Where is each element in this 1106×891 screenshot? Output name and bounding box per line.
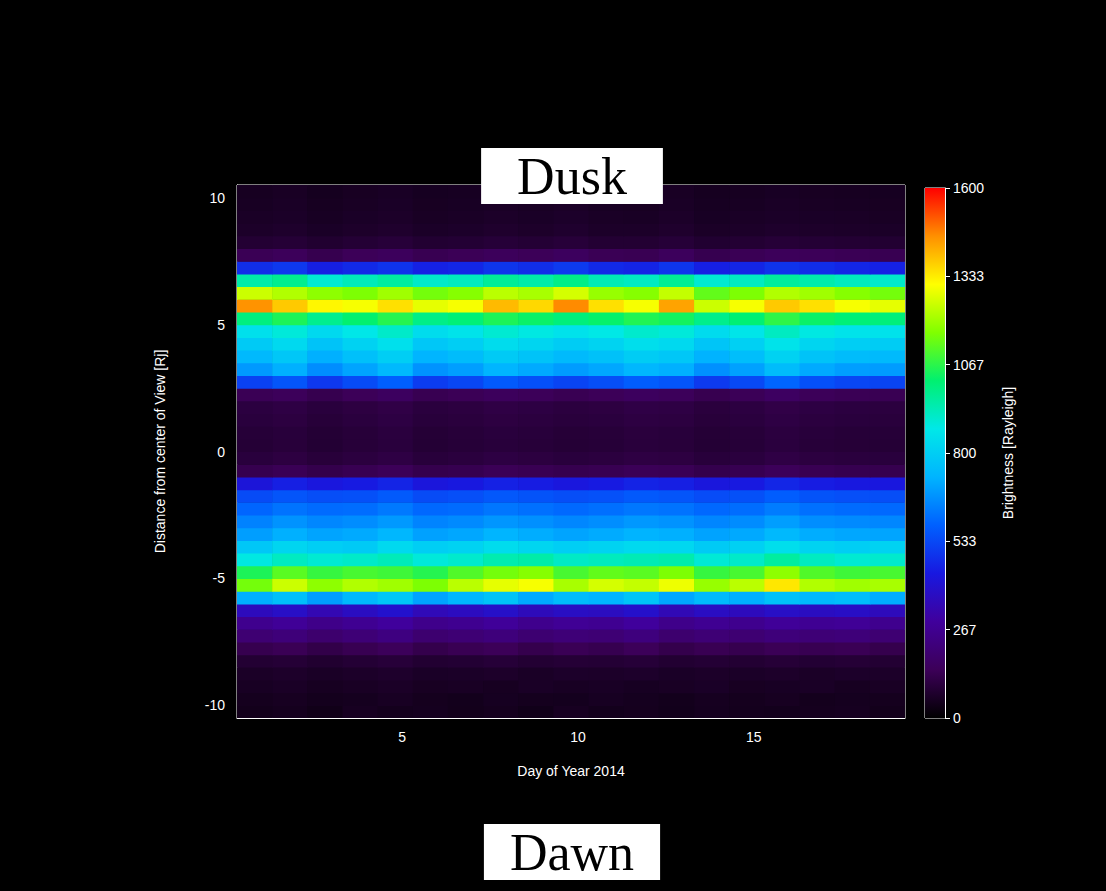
svg-text:-5: -5 — [213, 570, 226, 586]
svg-text:5: 5 — [217, 317, 225, 333]
svg-text:Dawn: Dawn — [510, 824, 634, 881]
svg-text:1600: 1600 — [953, 180, 984, 196]
svg-text:0: 0 — [217, 444, 225, 460]
svg-text:267: 267 — [953, 622, 977, 638]
svg-text:5: 5 — [398, 729, 406, 745]
svg-text:15: 15 — [746, 729, 762, 745]
svg-text:10: 10 — [570, 729, 586, 745]
svg-text:1067: 1067 — [953, 357, 984, 373]
svg-text:533: 533 — [953, 533, 977, 549]
svg-text:0: 0 — [953, 710, 961, 726]
svg-text:1333: 1333 — [953, 268, 984, 284]
svg-text:10: 10 — [209, 190, 225, 206]
svg-text:Day of Year 2014: Day of Year 2014 — [517, 763, 625, 779]
svg-text:Distance from center of View [: Distance from center of View [Rj] — [152, 350, 168, 554]
svg-text:-10: -10 — [205, 697, 225, 713]
svg-text:Brightness [Rayleigh]: Brightness [Rayleigh] — [1000, 387, 1016, 519]
svg-text:800: 800 — [953, 445, 977, 461]
svg-text:Dusk: Dusk — [517, 148, 627, 205]
